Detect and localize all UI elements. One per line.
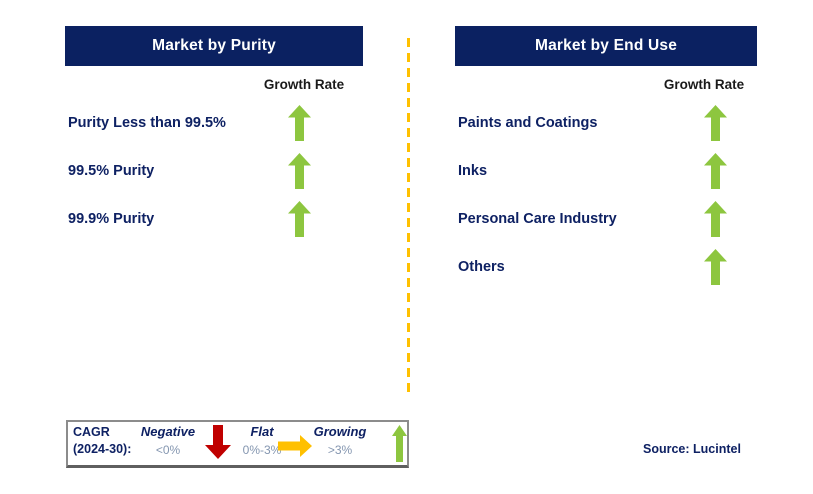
segment-label: Paints and Coatings (458, 115, 598, 131)
growth-rate-header-right: Growth Rate (663, 77, 745, 92)
down-arrow-icon (205, 425, 231, 459)
up-arrow-icon (704, 249, 727, 285)
segment-label: 99.9% Purity (68, 211, 155, 227)
legend-item-label: Growing (313, 424, 367, 439)
legend-item-range: 0%-3% (242, 443, 282, 457)
legend-item-growing: Growing >3% (308, 424, 372, 457)
up-arrow-icon (288, 153, 311, 189)
up-arrow-icon (704, 201, 727, 237)
legend-item-range: >3% (327, 443, 353, 457)
segment-label: Inks (458, 163, 488, 179)
cagr-legend-box: CAGR (2024-30): Negative <0% Flat 0%-3% … (66, 420, 409, 468)
legend-item-flat: Flat 0%-3% (234, 424, 290, 457)
up-arrow-icon (704, 105, 727, 141)
legend-item-negative: Negative <0% (134, 424, 202, 457)
source-attribution: Source: Lucintel (643, 442, 741, 456)
up-arrow-icon (392, 425, 407, 462)
dashed-divider-line (407, 38, 410, 395)
up-arrow-icon (704, 153, 727, 189)
growth-rate-header-left: Growth Rate (263, 77, 345, 92)
up-arrow-icon (288, 201, 311, 237)
panel-title-purity: Market by Purity (65, 26, 363, 66)
up-arrow-icon (288, 105, 311, 141)
segment-label: Purity Less than 99.5% (68, 115, 226, 131)
legend-item-label: Flat (250, 424, 274, 439)
legend-item-range: <0% (155, 443, 181, 457)
legend-title-line2: (2024-30): (73, 442, 132, 456)
segment-label: Others (458, 259, 505, 275)
segment-label: Personal Care Industry (458, 211, 617, 227)
panel-title-end-use: Market by End Use (455, 26, 757, 66)
legend-title-line1: CAGR (73, 425, 110, 439)
legend-item-label: Negative (140, 424, 196, 439)
segment-label: 99.5% Purity (68, 163, 155, 179)
right-arrow-icon (278, 435, 312, 457)
